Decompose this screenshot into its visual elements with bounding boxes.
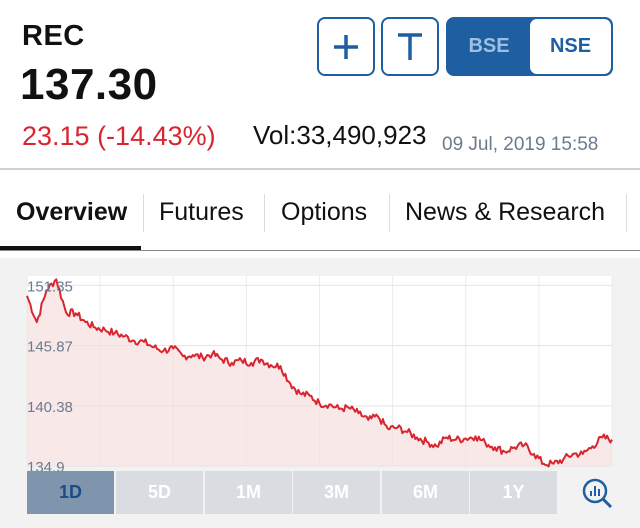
price-line [26, 278, 613, 468]
tab-overview[interactable]: Overview [16, 198, 128, 226]
price-point [202, 356, 204, 358]
y-tick-label: 140.38 [27, 399, 73, 416]
y-tick-label: 145.87 [27, 339, 73, 356]
stock-header: REC 137.30 23.15 (-14.43%) Vol:33,490,92… [0, 0, 640, 170]
range-3m-button[interactable]: 3M [293, 471, 380, 514]
price-point [36, 321, 38, 323]
price-change: 23.15 (-14.43%) [22, 121, 216, 151]
price-point [241, 360, 243, 362]
range-1y-button[interactable]: 1Y [470, 471, 557, 514]
price-point [611, 439, 613, 441]
price-point [367, 419, 369, 421]
price-point [231, 362, 233, 364]
price-point [221, 359, 223, 361]
price-point [299, 393, 301, 395]
price-point [328, 404, 330, 406]
price-point [543, 463, 545, 465]
t-icon [398, 33, 422, 60]
price-point [592, 445, 594, 447]
price-point [94, 327, 96, 329]
price-point [484, 442, 486, 444]
price-point [494, 446, 496, 448]
price-point [211, 353, 213, 355]
chart-search-icon [582, 478, 613, 509]
price-point [445, 436, 447, 438]
price-point [114, 332, 116, 334]
active-tab-indicator [0, 246, 141, 251]
price-point [416, 436, 418, 438]
price-point [75, 312, 77, 314]
price-point [143, 341, 145, 343]
price-point [601, 436, 603, 438]
price-point [280, 365, 282, 367]
trade-volume: Vol:33,490,923 [253, 120, 427, 150]
add-to-watchlist-button[interactable] [317, 17, 375, 76]
exchange-toggle: BSE NSE [446, 17, 613, 76]
price-point [455, 439, 457, 441]
price-point [533, 453, 535, 455]
header-divider [0, 168, 640, 170]
exchange-nse-option[interactable]: NSE [530, 19, 611, 74]
price-point [348, 407, 350, 409]
price-point [387, 428, 389, 430]
price-point [436, 445, 438, 447]
price-point [475, 435, 477, 437]
stock-symbol: REC [22, 20, 85, 52]
price-point [250, 362, 252, 364]
price-area-fill [27, 279, 612, 467]
plus-icon [334, 35, 358, 59]
trade-button[interactable] [381, 17, 439, 76]
price-point [572, 453, 574, 455]
section-tabs: Overview Futures Options News & Research [0, 172, 640, 252]
tab-futures[interactable]: Futures [159, 198, 244, 226]
price-point [562, 458, 564, 460]
range-6m-button[interactable]: 6M [382, 471, 469, 514]
y-tick-label: 151.35 [27, 278, 73, 295]
exchange-bse-option[interactable]: BSE [468, 35, 510, 57]
price-point [270, 364, 272, 366]
price-point [426, 441, 428, 443]
price-point [153, 346, 155, 348]
chart-insights-button[interactable] [578, 474, 618, 514]
price-point [319, 402, 321, 404]
price-point [289, 383, 291, 385]
tab-separator [264, 194, 265, 232]
tabs-divider [0, 250, 640, 251]
price-point [582, 453, 584, 455]
price-point [358, 412, 360, 414]
price-point [124, 335, 126, 337]
price-point [85, 321, 87, 323]
price-point [338, 408, 340, 410]
price-point [406, 431, 408, 433]
tab-separator [626, 194, 627, 232]
price-point [514, 446, 516, 448]
price-point [260, 359, 262, 361]
price-point [163, 350, 165, 352]
price-point [133, 340, 135, 342]
price-point [553, 463, 555, 465]
range-1d-button[interactable]: 1D [27, 471, 114, 514]
tab-news-research[interactable]: News & Research [405, 198, 606, 226]
price-point [192, 354, 194, 356]
price-point [309, 395, 311, 397]
price-point [182, 355, 184, 357]
range-1m-button[interactable]: 1M [205, 471, 292, 514]
tab-separator [143, 194, 144, 232]
range-5d-button[interactable]: 5D [116, 471, 203, 514]
price-point [397, 427, 399, 429]
price-point [377, 416, 379, 418]
price-point [465, 438, 467, 440]
stock-price: 137.30 [20, 60, 158, 109]
quote-timestamp: 09 Jul, 2019 15:58 [442, 134, 599, 155]
price-point [523, 444, 525, 446]
tab-separator [389, 194, 390, 232]
price-point [172, 348, 174, 350]
price-point [65, 311, 67, 313]
price-point [504, 451, 506, 453]
price-point [104, 329, 106, 331]
range-selector: 1D 5D 1M 3M 6M 1Y [27, 471, 557, 514]
tab-options[interactable]: Options [281, 198, 368, 226]
